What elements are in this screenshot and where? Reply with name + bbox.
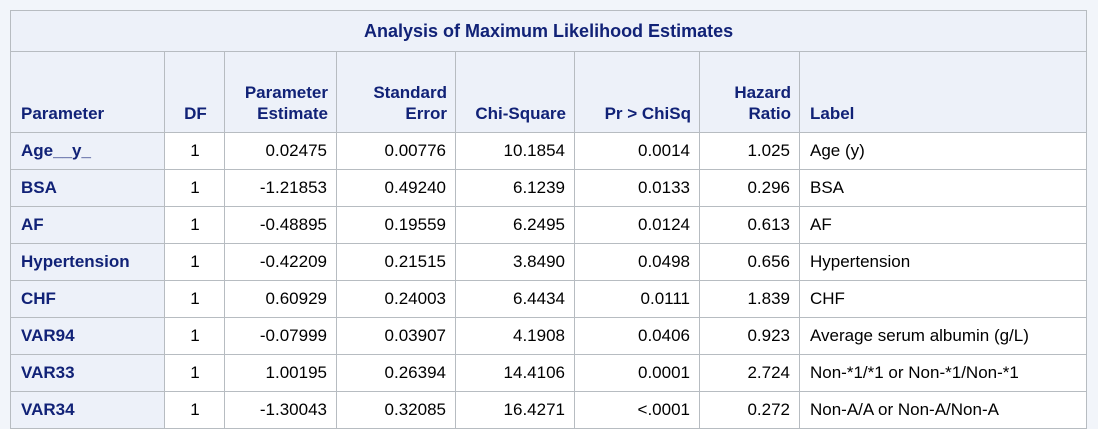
- cell-parameter: BSA: [10, 169, 165, 207]
- cell-df: 1: [164, 391, 225, 429]
- cell-chi-square: 14.4106: [455, 354, 575, 392]
- cell-standard-error: 0.24003: [336, 280, 456, 318]
- cell-chi-square: 16.4271: [455, 391, 575, 429]
- cell-label: BSA: [798, 169, 1088, 207]
- cell-df: 1: [164, 354, 225, 392]
- table-title-row: Analysis of Maximum Likelihood Estimates: [9, 10, 1088, 52]
- cell-standard-error: 0.26394: [336, 354, 456, 392]
- cell-hazard-ratio: 1.025: [699, 132, 800, 170]
- cell-pr-chisq: 0.0498: [574, 243, 700, 281]
- col-header-df: DF: [164, 51, 225, 133]
- cell-parameter: CHF: [10, 280, 165, 318]
- cell-hazard-ratio: 0.923: [699, 317, 800, 355]
- table-row: VAR33 1 1.00195 0.26394 14.4106 0.0001 2…: [10, 354, 1088, 392]
- cell-hazard-ratio: 0.656: [699, 243, 800, 281]
- cell-chi-square: 4.1908: [455, 317, 575, 355]
- table-row: AF 1 -0.48895 0.19559 6.2495 0.0124 0.61…: [10, 206, 1088, 244]
- cell-chi-square: 6.4434: [455, 280, 575, 318]
- cell-hazard-ratio: 2.724: [699, 354, 800, 392]
- cell-label: Non-A/A or Non-A/Non-A: [798, 391, 1088, 429]
- column-header-row: Parameter DF Parameter Estimate Standard…: [10, 51, 1088, 133]
- col-header-hazard-ratio: Hazard Ratio: [699, 51, 800, 133]
- table-row: VAR34 1 -1.30043 0.32085 16.4271 <.0001 …: [10, 391, 1088, 429]
- cell-label: Age (y): [798, 132, 1088, 170]
- cell-hazard-ratio: 0.613: [699, 206, 800, 244]
- cell-standard-error: 0.19559: [336, 206, 456, 244]
- cell-parameter: Age__y_: [10, 132, 165, 170]
- cell-chi-square: 10.1854: [455, 132, 575, 170]
- cell-standard-error: 0.00776: [336, 132, 456, 170]
- mle-results-table: Analysis of Maximum Likelihood Estimates…: [9, 10, 1088, 429]
- cell-df: 1: [164, 243, 225, 281]
- cell-df: 1: [164, 206, 225, 244]
- cell-pr-chisq: 0.0406: [574, 317, 700, 355]
- cell-estimate: -0.42209: [224, 243, 337, 281]
- cell-pr-chisq: 0.0124: [574, 206, 700, 244]
- cell-label: AF: [798, 206, 1088, 244]
- cell-df: 1: [164, 132, 225, 170]
- table-row: Age__y_ 1 0.02475 0.00776 10.1854 0.0014…: [10, 132, 1088, 170]
- cell-chi-square: 6.1239: [455, 169, 575, 207]
- cell-df: 1: [164, 280, 225, 318]
- cell-standard-error: 0.49240: [336, 169, 456, 207]
- table-row: BSA 1 -1.21853 0.49240 6.1239 0.0133 0.2…: [10, 169, 1088, 207]
- cell-estimate: 0.60929: [224, 280, 337, 318]
- cell-parameter: VAR33: [10, 354, 165, 392]
- cell-parameter: Hypertension: [10, 243, 165, 281]
- col-header-chi-square: Chi-Square: [455, 51, 575, 133]
- cell-df: 1: [164, 317, 225, 355]
- cell-pr-chisq: 0.0133: [574, 169, 700, 207]
- col-header-parameter-estimate: Parameter Estimate: [224, 51, 337, 133]
- table-title: Analysis of Maximum Likelihood Estimates: [9, 10, 1088, 52]
- col-header-label: Label: [798, 51, 1088, 133]
- cell-pr-chisq: 0.0014: [574, 132, 700, 170]
- cell-estimate: -0.07999: [224, 317, 337, 355]
- cell-chi-square: 6.2495: [455, 206, 575, 244]
- table-row: VAR94 1 -0.07999 0.03907 4.1908 0.0406 0…: [10, 317, 1088, 355]
- cell-standard-error: 0.03907: [336, 317, 456, 355]
- cell-standard-error: 0.21515: [336, 243, 456, 281]
- cell-estimate: 0.02475: [224, 132, 337, 170]
- cell-pr-chisq: 0.0111: [574, 280, 700, 318]
- cell-pr-chisq: <.0001: [574, 391, 700, 429]
- table-row: CHF 1 0.60929 0.24003 6.4434 0.0111 1.83…: [10, 280, 1088, 318]
- col-header-parameter: Parameter: [10, 51, 165, 133]
- cell-parameter: VAR94: [10, 317, 165, 355]
- cell-pr-chisq: 0.0001: [574, 354, 700, 392]
- cell-hazard-ratio: 0.272: [699, 391, 800, 429]
- cell-estimate: 1.00195: [224, 354, 337, 392]
- cell-hazard-ratio: 1.839: [699, 280, 800, 318]
- cell-chi-square: 3.8490: [455, 243, 575, 281]
- cell-estimate: -1.30043: [224, 391, 337, 429]
- cell-df: 1: [164, 169, 225, 207]
- cell-label: CHF: [798, 280, 1088, 318]
- cell-parameter: AF: [10, 206, 165, 244]
- col-header-standard-error: Standard Error: [336, 51, 456, 133]
- cell-label: Average serum albumin (g/L): [798, 317, 1088, 355]
- cell-standard-error: 0.32085: [336, 391, 456, 429]
- cell-label: Hypertension: [798, 243, 1088, 281]
- cell-estimate: -1.21853: [224, 169, 337, 207]
- table-row: Hypertension 1 -0.42209 0.21515 3.8490 0…: [10, 243, 1088, 281]
- cell-label: Non-*1/*1 or Non-*1/Non-*1: [798, 354, 1088, 392]
- col-header-pr-chisq: Pr > ChiSq: [574, 51, 700, 133]
- cell-estimate: -0.48895: [224, 206, 337, 244]
- cell-parameter: VAR34: [10, 391, 165, 429]
- cell-hazard-ratio: 0.296: [699, 169, 800, 207]
